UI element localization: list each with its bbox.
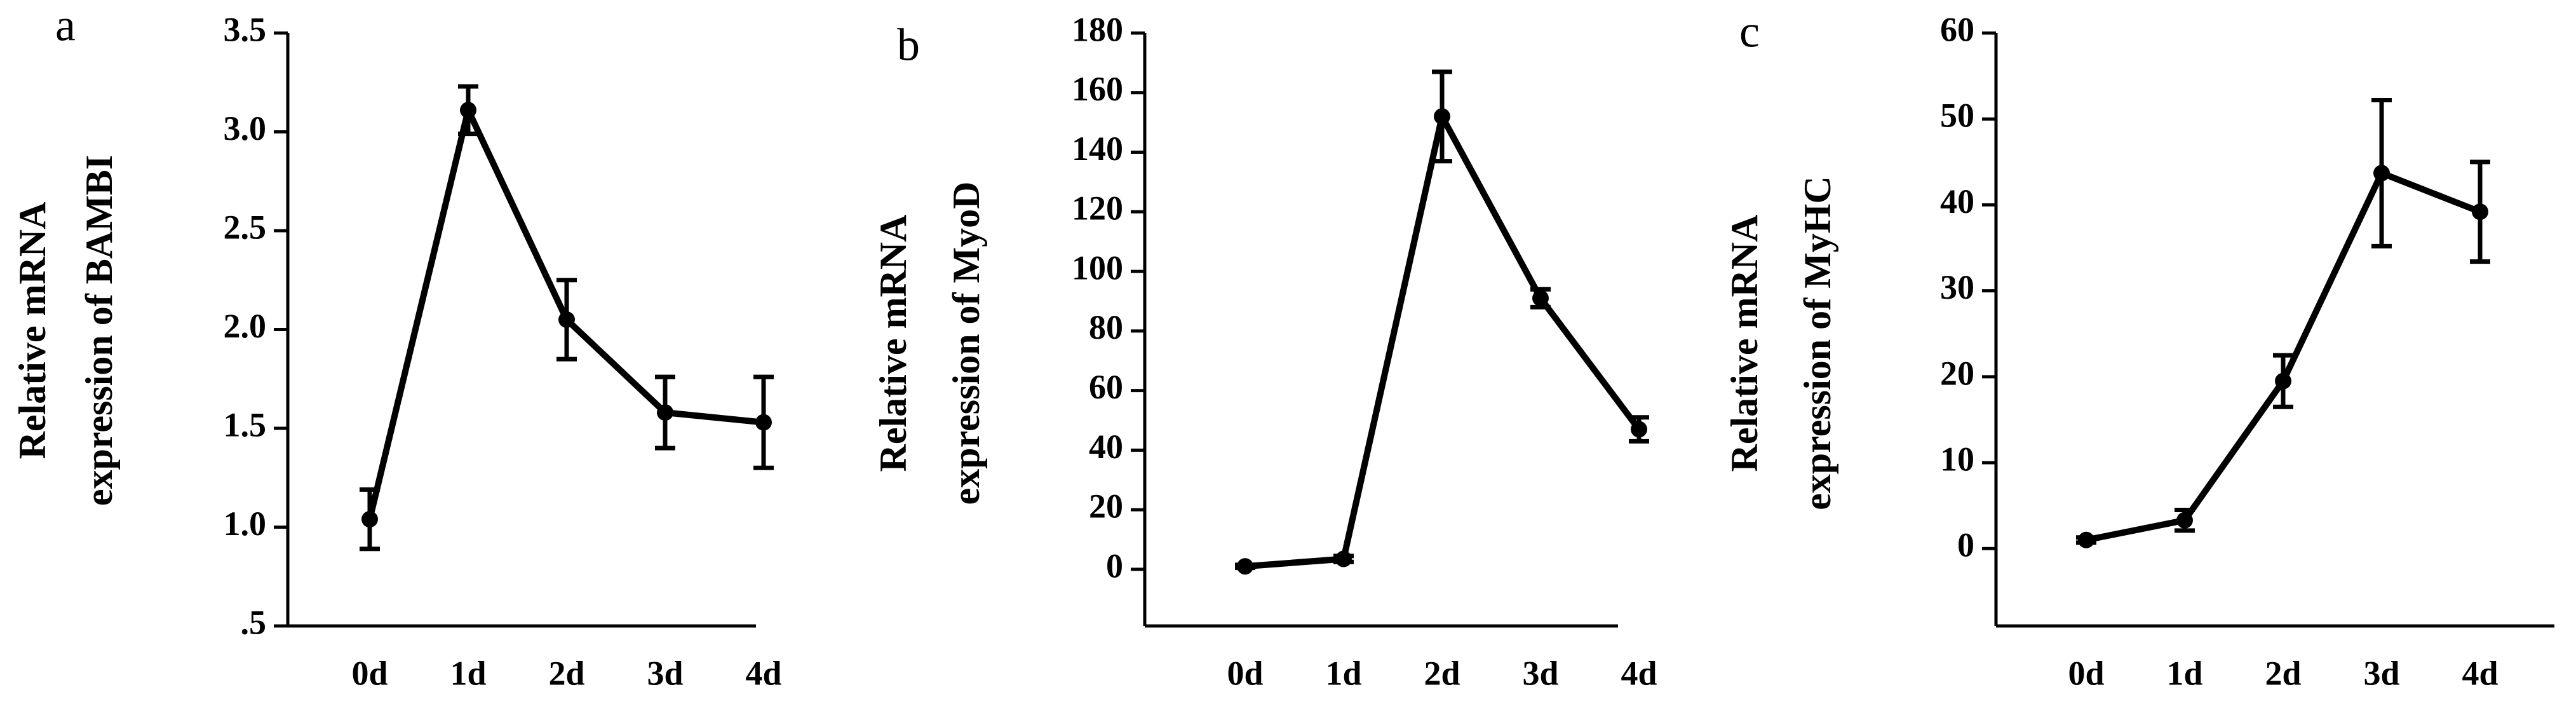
x-tick-label: 0d <box>351 654 388 692</box>
panel-label: b <box>897 20 920 71</box>
data-point <box>1335 550 1352 567</box>
y-tick-label: 2.0 <box>224 307 267 345</box>
data-point <box>2078 531 2094 548</box>
y-tick-label: 0 <box>1957 526 1974 564</box>
x-tick-label: 3d <box>647 654 683 692</box>
y-tick-label: 80 <box>1089 308 1123 346</box>
data-point <box>460 102 476 119</box>
y-tick-label: 160 <box>1072 70 1123 108</box>
data-point <box>657 404 673 421</box>
y-axis-label: Relative mRNA <box>1723 215 1765 472</box>
y-axis-label: Relative mRNA <box>872 215 914 472</box>
y-tick-label: 1.5 <box>224 405 267 444</box>
y-tick-label: 0 <box>1106 547 1123 585</box>
data-point <box>2275 372 2291 390</box>
x-tick-label: 4d <box>745 654 781 692</box>
data-point <box>2176 512 2193 529</box>
y-tick-label: 40 <box>1089 428 1123 466</box>
x-tick-label: 3d <box>1522 654 1558 692</box>
y-tick-label: 2.5 <box>224 208 267 246</box>
y-tick-label: 30 <box>1940 268 1974 306</box>
y-axis-label: expression of MyoD <box>945 182 987 505</box>
y-tick-label: 20 <box>1089 487 1123 526</box>
data-point <box>2373 165 2390 182</box>
panel-label: c <box>1739 6 1760 57</box>
data-point <box>1631 421 1647 438</box>
x-tick-label: 1d <box>1325 654 1361 692</box>
data-point <box>1237 558 1253 575</box>
x-tick-label: 3d <box>2363 654 2399 692</box>
x-tick-label: 1d <box>2166 654 2202 692</box>
y-axis-label: expression of BAMBI <box>78 155 120 506</box>
x-tick-label: 4d <box>2462 654 2498 692</box>
x-tick-label: 0d <box>1227 654 1263 692</box>
y-axis-label: expression of MyHC <box>1797 176 1838 510</box>
panel-label: a <box>55 0 76 51</box>
data-point <box>2472 203 2488 221</box>
y-tick-label: 180 <box>1072 10 1123 48</box>
x-tick-label: 1d <box>450 654 486 692</box>
y-tick-label: 50 <box>1940 97 1974 135</box>
y-tick-label: 140 <box>1072 130 1123 168</box>
y-tick-label: 1.0 <box>224 505 267 543</box>
chart-panel: .5 1.0 1.5 2.0 2.5 3.0 3.5 0d 1d 2d 3d 4d Relative m… <box>11 0 782 692</box>
x-tick-label: 2d <box>1424 654 1460 692</box>
y-tick-label: 20 <box>1940 354 1974 392</box>
y-axis-label: Relative mRNA <box>11 202 53 459</box>
data-point <box>361 511 378 528</box>
chart-panel: 0 20 40 60 80 100 120 140 160 180 0d 1d 2d 3d 4d Relati… <box>872 10 1657 692</box>
y-tick-label: 10 <box>1940 440 1974 478</box>
x-tick-label: 2d <box>548 654 584 692</box>
y-tick-label: 40 <box>1940 182 1974 221</box>
data-point <box>755 414 772 431</box>
y-tick-label: 3.5 <box>224 10 267 48</box>
y-tick-label: 120 <box>1072 189 1123 228</box>
y-tick-label: .5 <box>241 603 267 641</box>
x-tick-label: 2d <box>2265 654 2301 692</box>
chart-panel: 0 10 20 30 40 50 60 0d 1d 2d 3d 4d Relative mRNA expr… <box>1723 6 2554 692</box>
x-tick-label: 4d <box>1621 654 1657 692</box>
y-tick-label: 100 <box>1072 248 1123 287</box>
data-line <box>1244 113 1642 570</box>
x-tick-label: 0d <box>2068 654 2104 692</box>
data-point <box>1434 108 1450 125</box>
data-point <box>1532 290 1549 307</box>
y-tick-label: 60 <box>1089 368 1123 406</box>
y-tick-label: 60 <box>1940 10 1974 48</box>
y-tick-label: 3.0 <box>224 109 267 147</box>
data-point <box>558 311 575 328</box>
